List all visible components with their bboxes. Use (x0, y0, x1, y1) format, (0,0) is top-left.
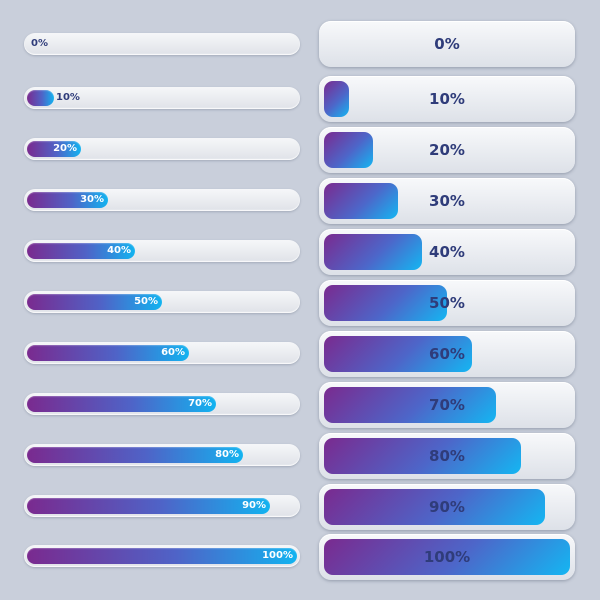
thin-progress-fill (27, 548, 297, 564)
thick-progress-fill (324, 183, 398, 219)
thin-progress-bar: 80% (24, 444, 300, 466)
thin-progress-label: 90% (242, 500, 266, 511)
thin-progress-label: 70% (188, 398, 212, 409)
thick-progress-fill (324, 489, 545, 525)
thin-progress-label: 0% (31, 38, 48, 49)
thin-progress-label: 10% (56, 92, 80, 103)
thin-progress-fill (27, 192, 108, 208)
thick-progress-bar: 20% (319, 127, 575, 173)
thin-progress-fill (27, 243, 135, 259)
thin-progress-bar: 0% (24, 33, 300, 55)
thick-progress-bar: 60% (319, 331, 575, 377)
thick-progress-label: 80% (429, 447, 465, 465)
thin-progress-fill (27, 498, 270, 514)
thick-progress-label: 50% (429, 294, 465, 312)
thin-progress-label: 30% (80, 194, 104, 205)
thick-progress-fill (324, 438, 521, 474)
thin-progress-label: 100% (262, 550, 293, 561)
thin-progress-fill (27, 141, 81, 157)
thick-progress-bar: 70% (319, 382, 575, 428)
thick-progress-label: 30% (429, 192, 465, 210)
thin-progress-fill (27, 345, 189, 361)
thick-progress-fill (324, 336, 472, 372)
thin-progress-bar: 100% (24, 545, 300, 567)
thick-progress-fill (324, 539, 570, 575)
thick-progress-fill (324, 81, 349, 117)
thick-progress-label: 100% (423, 548, 471, 566)
thin-progress-label: 20% (53, 143, 77, 154)
thin-progress-label: 80% (215, 449, 239, 460)
thick-progress-bar: 80% (319, 433, 575, 479)
thin-progress-fill (27, 90, 54, 106)
thin-progress-bar: 10% (24, 87, 300, 109)
thin-progress-bar: 70% (24, 393, 300, 415)
thick-progress-label: 0% (434, 35, 460, 53)
thick-progress-fill (324, 387, 496, 423)
thick-progress-label: 20% (429, 141, 465, 159)
thin-progress-fill (27, 447, 243, 463)
thin-progress-fill (27, 396, 216, 412)
thin-progress-bar: 40% (24, 240, 300, 262)
thick-progress-bar: 50% (319, 280, 575, 326)
thick-progress-label: 90% (429, 498, 465, 516)
thin-progress-label: 40% (107, 245, 131, 256)
thin-progress-label: 60% (161, 347, 185, 358)
thin-progress-fill (27, 294, 162, 310)
thick-progress-label: 60% (429, 345, 465, 363)
thin-progress-bar: 30% (24, 189, 300, 211)
thick-progress-bar: 100% (319, 534, 575, 580)
thick-progress-bar: 0% (319, 21, 575, 67)
thick-progress-bar: 90% (319, 484, 575, 530)
thin-progress-bar: 50% (24, 291, 300, 313)
thick-progress-bar: 30% (319, 178, 575, 224)
thick-progress-label: 70% (429, 396, 465, 414)
thin-progress-label: 50% (134, 296, 158, 307)
thick-progress-label: 40% (429, 243, 465, 261)
thin-progress-bar: 90% (24, 495, 300, 517)
thick-progress-label: 10% (429, 90, 465, 108)
thick-progress-fill (324, 234, 422, 270)
thick-progress-bar: 10% (319, 76, 575, 122)
thin-progress-bar: 60% (24, 342, 300, 364)
thick-progress-fill (324, 285, 447, 321)
thick-progress-bar: 40% (319, 229, 575, 275)
thin-progress-bar: 20% (24, 138, 300, 160)
thick-progress-fill (324, 132, 373, 168)
